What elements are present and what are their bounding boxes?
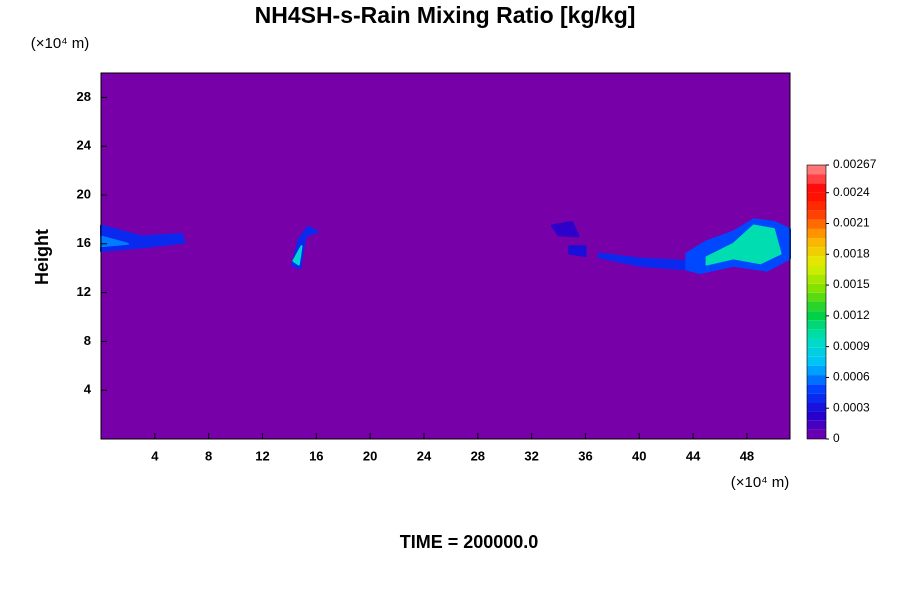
colorbar-frame [806,164,827,440]
colorbar-tick-label: 0.0018 [833,246,870,260]
colorbar-band [807,265,826,275]
colorbar-band [807,311,826,321]
colorbar-band [807,174,826,184]
contour-region [568,245,587,257]
colorbar-band [807,393,826,403]
colorbar-band [807,247,826,257]
y-tick-label: 8 [84,333,91,348]
x-tick-label: 28 [471,448,485,463]
x-tick-label: 48 [740,448,754,463]
y-tick-label: 12 [77,284,91,299]
x-tick-label: 36 [578,448,592,463]
colorbar-tick-label: 0 [833,431,840,445]
colorbar-band [807,375,826,385]
colorbar-band [807,356,826,366]
colorbar-band [807,411,826,421]
colorbar-band [807,228,826,239]
contour-region [292,245,303,266]
colorbar-band [807,402,826,412]
x-tick-label: 44 [686,448,701,463]
colorbar-tick-label: 0.0009 [833,339,870,353]
colorbar-tick-label: 0.0021 [833,216,870,230]
x-tick-label: 8 [205,448,212,463]
colorbar-band [807,238,826,248]
colorbar-tick-label: 0.00267 [833,157,877,171]
colorbar-band [807,384,826,394]
y-unit: (×10⁴ m) [31,35,90,52]
y-axis-label: Height [32,229,52,285]
x-tick-label: 16 [309,448,323,463]
colorbar-tick-label: 0.0006 [833,370,870,384]
colorbar-band [807,274,826,284]
colorbar-band [807,338,826,348]
colorbar-tick-label: 0.0003 [833,400,870,414]
x-tick-label: 40 [632,448,646,463]
x-tick-label: 4 [151,448,159,463]
colorbar-band [807,429,826,439]
x-unit: (×10⁴ m) [731,474,790,491]
colorbar-band [807,365,826,376]
y-tick-label: 28 [77,89,91,104]
colorbar-band [807,219,826,229]
colorbar-band [807,183,826,193]
contour-region [550,220,580,238]
colorbar-band [807,292,826,302]
x-tick-label: 12 [255,448,269,463]
y-tick-label: 16 [77,235,91,250]
colorbar-band [807,201,826,211]
y-tick-label: 4 [84,382,92,397]
colorbar-band [807,320,826,330]
colorbar-band [807,420,826,430]
contour-region [705,224,782,266]
x-tick-label: 32 [524,448,538,463]
colorbar-band [807,283,826,293]
time-label: TIME = 200000.0 [400,532,539,552]
colorbar-band [807,256,826,266]
plot-frame [100,72,791,440]
colorbar-band [807,329,826,339]
chart-title: NH4SH-s-Rain Mixing Ratio [kg/kg] [255,2,636,28]
plot-background [101,73,790,439]
colorbar-band [807,210,826,220]
colorbar-band [807,165,826,175]
x-tick-label: 20 [363,448,377,463]
colorbar-band [807,347,826,357]
x-tick-label: 24 [417,448,432,463]
colorbar-band [807,302,826,312]
colorbar-band [807,192,826,202]
y-tick-label: 20 [77,186,91,201]
y-tick-label: 24 [77,138,92,153]
colorbar-tick-label: 0.0024 [833,185,870,199]
colorbar-tick-label: 0.0015 [833,277,870,291]
colorbar-tick-label: 0.0012 [833,308,870,322]
